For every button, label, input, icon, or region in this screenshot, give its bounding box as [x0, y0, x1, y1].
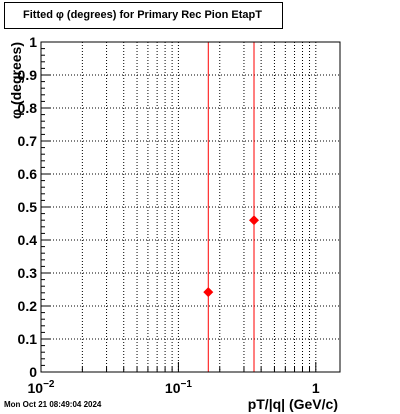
x-tick-label: 10−1	[165, 379, 192, 396]
y-tick-label: 0.8	[18, 100, 38, 116]
x-tick-label: 10−2	[28, 379, 55, 396]
data-points	[203, 215, 260, 298]
axis-ticks	[40, 41, 317, 373]
y-tick-label: 0.9	[18, 67, 38, 83]
y-tick-label: 0.5	[18, 199, 38, 215]
y-tick-label: 0.4	[18, 232, 38, 248]
data-point	[249, 215, 260, 226]
timestamp: Mon Oct 21 08:49:04 2024	[4, 400, 102, 409]
y-tick-label: 0.1	[18, 331, 38, 347]
y-tick-label: 0	[29, 364, 37, 380]
grid-lines	[40, 41, 340, 373]
x-tick-label: 1	[312, 380, 320, 396]
y-tick-label: 0.3	[18, 265, 38, 281]
y-tick-labels: 0 0.1 0.2 0.3 0.4 0.5 0.6 0.7 0.8 0.9 1	[18, 34, 38, 380]
y-tick-label: 1	[29, 34, 37, 50]
x-axis-label: pT/|q| (GeV/c)	[248, 396, 338, 412]
plot-frame	[40, 41, 341, 373]
chart-title: Fitted φ (degrees) for Primary Rec Pion …	[4, 2, 283, 29]
y-tick-label: 0.7	[18, 133, 38, 149]
y-tick-label: 0.2	[18, 298, 38, 314]
x-tick-labels: 10−2 10−1 1	[28, 379, 320, 396]
y-axis-label: φ (degrees)	[8, 42, 24, 119]
vertical-marker-lines	[207, 42, 255, 372]
y-tick-label: 0.6	[18, 166, 38, 182]
data-point	[203, 287, 214, 298]
